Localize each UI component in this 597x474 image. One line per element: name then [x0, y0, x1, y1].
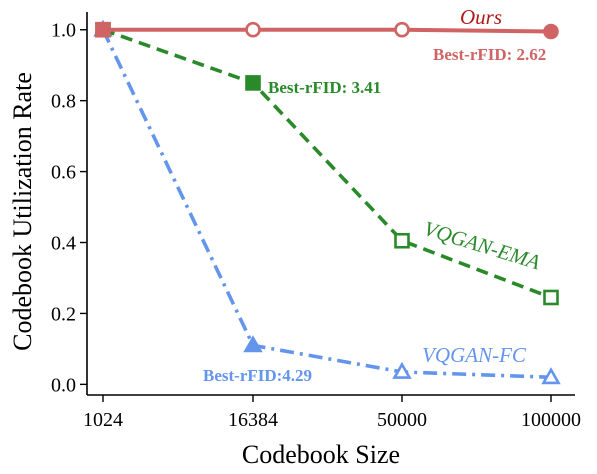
data-point	[243, 335, 263, 353]
x-tick-label: 16384	[228, 409, 278, 431]
y-axis-title: Codebook Utilization Rate	[8, 72, 37, 351]
data-point	[245, 21, 261, 38]
series-line	[102, 28, 552, 300]
series-line	[101, 28, 552, 380]
data-point	[95, 21, 111, 38]
data-point	[394, 21, 410, 38]
y-tick-label: 0.2	[51, 303, 76, 325]
data-point	[245, 75, 261, 91]
data-point	[543, 289, 559, 306]
data-point	[392, 361, 412, 379]
x-tick-label: 1024	[83, 409, 123, 431]
y-tick-label: 1.0	[51, 20, 76, 42]
best-rfid-annotation: Best-rFID: 2.62	[433, 45, 546, 64]
y-tick-label: 0.6	[51, 162, 76, 184]
data-point	[541, 367, 561, 385]
y-tick-label: 0.8	[51, 91, 76, 113]
series-name-label: Ours	[460, 5, 502, 29]
x-tick-label: 50000	[377, 409, 427, 431]
axes: 0.0 0.2 0.4 0.6 0.8 1.0 1024 16384 50000 100000	[51, 12, 581, 431]
best-rfid-annotation: Best-rFID: 3.41	[268, 78, 381, 97]
data-point	[394, 232, 410, 249]
series-name-label: VQGAN-EMA	[421, 216, 543, 274]
series-vqgan-fc	[93, 19, 561, 385]
series-name-label: VQGAN-FC	[422, 343, 527, 367]
series-ours	[95, 21, 559, 40]
data-point	[543, 23, 559, 40]
labels-layer: Codebook Size Codebook Utilization Rate Ou…	[8, 5, 546, 469]
y-tick-label: 0.0	[51, 374, 76, 396]
x-tick-label: 100000	[521, 409, 581, 431]
best-rfid-annotation: Best-rFID:4.29	[203, 366, 312, 385]
series-layer	[93, 19, 561, 385]
series-line	[103, 27, 552, 34]
y-tick-label: 0.4	[51, 233, 76, 255]
x-axis-title: Codebook Size	[242, 440, 400, 469]
